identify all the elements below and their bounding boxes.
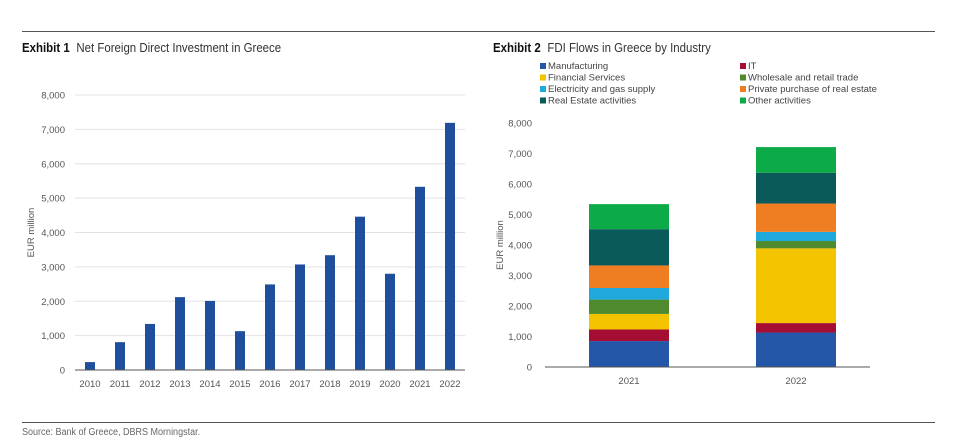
exhibit-1-label: Exhibit 1 xyxy=(22,40,70,55)
segment-2022-manufacturing xyxy=(756,332,836,367)
y-tick-label: 8,000 xyxy=(508,119,532,130)
bar-2017 xyxy=(295,264,305,370)
bar-2022 xyxy=(445,122,455,370)
y-tick-label: 3,000 xyxy=(508,271,532,282)
legend-label: Wholesale and retail trade xyxy=(748,73,858,84)
bar-2021 xyxy=(415,186,425,370)
exhibit-1-title-text: Net Foreign Direct Investment in Greece xyxy=(76,40,282,55)
top-rule xyxy=(22,31,935,32)
x-tick-label: 2012 xyxy=(139,379,160,390)
legend-swatch xyxy=(540,74,546,81)
segment-2021-private-purchase-of-real-estate xyxy=(589,265,669,289)
x-tick-label: 2015 xyxy=(229,379,250,390)
legend-label: Financial Services xyxy=(548,73,625,84)
segment-2021-wholesale-and-retail-trade xyxy=(589,299,669,314)
y-axis-label: EUR million xyxy=(495,220,506,270)
x-tick-label: 2017 xyxy=(289,379,310,390)
legend-swatch xyxy=(740,97,746,104)
legend-swatch xyxy=(540,97,546,104)
y-tick-label: 2,000 xyxy=(41,297,65,308)
bar-2019 xyxy=(355,216,365,370)
y-tick-label: 2,000 xyxy=(508,302,532,313)
x-tick-label: 2016 xyxy=(259,379,280,390)
y-tick-label: 4,000 xyxy=(41,228,65,239)
bottom-rule xyxy=(22,422,935,423)
x-tick-label: 2020 xyxy=(379,379,400,390)
y-axis-label: EUR million xyxy=(26,208,37,258)
x-tick-label: 2011 xyxy=(110,379,130,390)
segment-2022-electricity-and-gas-supply xyxy=(756,231,836,242)
source-note: Source: Bank of Greece, DBRS Morningstar… xyxy=(22,427,201,438)
legend-label: Other activities xyxy=(748,96,811,107)
segment-2021-it xyxy=(589,329,669,342)
legend-swatch xyxy=(740,86,746,92)
x-tick-label: 2019 xyxy=(349,379,370,390)
x-tick-label: 2022 xyxy=(785,376,806,387)
y-tick-label: 7,000 xyxy=(508,149,532,160)
legend-label: Real Estate activities xyxy=(548,96,636,107)
exhibit-1-chart: 0 1,000 2,000 3,000 4,000 5,000 6,000 7,000 8,00… xyxy=(26,91,465,390)
x-tick-label: 2013 xyxy=(169,379,190,390)
segment-2021-real-estate-activities xyxy=(589,229,669,266)
segment-2021-financial-services xyxy=(589,313,669,330)
exhibit-2-title: Exhibit 2 FDI Flows in Greece by Industr… xyxy=(493,40,711,55)
segment-2022-other-activities xyxy=(756,147,836,173)
segment-2022-real-estate-activities xyxy=(756,172,836,204)
exhibit-2-chart: 0 1,000 2,000 3,000 4,000 5,000 6,000 7,000 8,00… xyxy=(495,61,877,387)
legend-label: Manufacturing xyxy=(548,61,608,72)
x-tick-label: 2010 xyxy=(79,379,100,390)
bar-2016 xyxy=(265,284,275,370)
y-tick-label: 6,000 xyxy=(508,180,532,191)
legend-swatch xyxy=(540,86,546,92)
exhibit-1-title: Exhibit 1 Net Foreign Direct Investment … xyxy=(22,40,281,55)
legend-swatch xyxy=(740,74,746,81)
bar-2020 xyxy=(385,273,395,370)
y-tick-label: 5,000 xyxy=(41,194,65,205)
y-tick-label: 3,000 xyxy=(41,262,65,273)
legend-label: Private purchase of real estate xyxy=(748,84,877,95)
y-tick-label: 8,000 xyxy=(41,91,65,102)
segment-2022-private-purchase-of-real-estate xyxy=(756,203,836,232)
bar-2015 xyxy=(235,331,245,370)
legend-label: IT xyxy=(748,61,757,72)
bar-2011 xyxy=(115,342,125,370)
x-tick-label: 2014 xyxy=(199,379,220,390)
bar-2012 xyxy=(145,323,155,370)
y-tick-label: 5,000 xyxy=(508,210,532,221)
segment-2021-manufacturing xyxy=(589,341,669,367)
bar-2010 xyxy=(85,362,95,370)
y-tick-label: 0 xyxy=(527,363,532,374)
bar-2018 xyxy=(325,255,335,370)
bar-2014 xyxy=(205,300,215,370)
segment-2022-wholesale-and-retail-trade xyxy=(756,241,836,249)
y-tick-label: 4,000 xyxy=(508,241,532,252)
legend-swatch xyxy=(740,63,746,69)
y-tick-label: 7,000 xyxy=(41,125,65,136)
x-tick-label: 2018 xyxy=(319,379,340,390)
exhibit-2-label: Exhibit 2 xyxy=(493,40,541,55)
segment-2022-financial-services xyxy=(756,248,836,324)
y-tick-label: 6,000 xyxy=(41,159,65,170)
exhibit-2-title-text: FDI Flows in Greece by Industry xyxy=(547,40,711,55)
x-tick-label: 2021 xyxy=(409,379,430,390)
y-tick-label: 1,000 xyxy=(41,331,65,342)
legend-label: Electricity and gas supply xyxy=(548,84,655,95)
bar-2013 xyxy=(175,297,185,370)
y-tick-label: 0 xyxy=(60,366,65,377)
legend-swatch xyxy=(540,63,546,69)
x-tick-label: 2021 xyxy=(618,376,639,387)
x-tick-label: 2022 xyxy=(439,379,460,390)
segment-2021-other-activities xyxy=(589,204,669,230)
segment-2022-it xyxy=(756,323,836,333)
y-tick-label: 1,000 xyxy=(508,332,532,343)
segment-2021-electricity-and-gas-supply xyxy=(589,288,669,300)
